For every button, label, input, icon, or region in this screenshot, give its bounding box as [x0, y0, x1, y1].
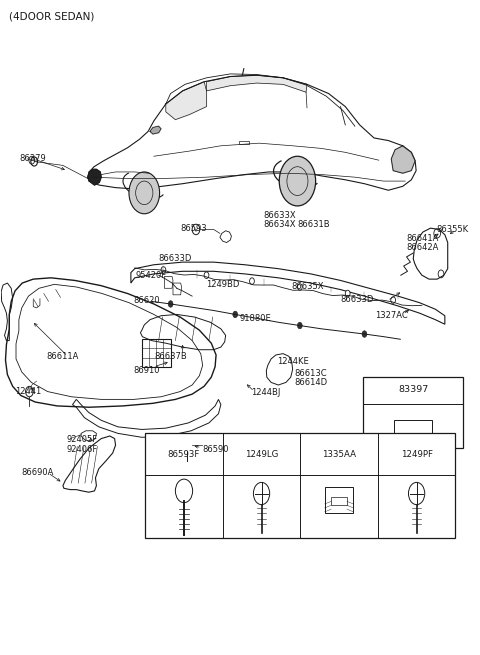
Text: 12441: 12441 [15, 387, 41, 396]
Polygon shape [150, 126, 161, 134]
Text: 95420F: 95420F [136, 271, 167, 280]
Text: 1249BD: 1249BD [206, 280, 240, 289]
Text: 86690A: 86690A [22, 468, 54, 477]
Text: 86633X: 86633X [263, 210, 296, 219]
Bar [331, 497, 347, 505]
Text: 86635X: 86635X [292, 282, 324, 291]
Bar [395, 420, 432, 438]
Text: 86633D: 86633D [340, 295, 374, 304]
Text: 86631B: 86631B [298, 219, 330, 229]
Text: 86910: 86910 [134, 366, 160, 375]
Circle shape [362, 331, 367, 337]
Text: 86593F: 86593F [168, 450, 200, 458]
Text: 86593: 86593 [180, 223, 207, 233]
Text: 86379: 86379 [20, 155, 47, 163]
Bar [324, 487, 353, 513]
Circle shape [168, 301, 173, 307]
Text: 1244BJ: 1244BJ [252, 388, 281, 398]
Polygon shape [391, 146, 415, 174]
Circle shape [233, 311, 238, 318]
Text: 91880E: 91880E [240, 314, 272, 323]
Circle shape [204, 272, 209, 278]
Text: 86620: 86620 [134, 295, 160, 305]
Polygon shape [206, 75, 307, 92]
Text: 86614D: 86614D [295, 378, 328, 387]
Text: 86590: 86590 [203, 445, 229, 453]
Bar [142, 339, 170, 367]
Text: (4DOOR SEDAN): (4DOOR SEDAN) [9, 11, 95, 21]
Text: 86634X: 86634X [263, 219, 296, 229]
Text: 86633D: 86633D [158, 254, 192, 263]
Circle shape [345, 290, 350, 297]
Circle shape [250, 278, 254, 284]
Text: 86613C: 86613C [295, 369, 327, 378]
Text: 92405F: 92405F [67, 436, 98, 445]
Circle shape [391, 297, 396, 303]
Circle shape [298, 322, 302, 329]
Text: 1244KE: 1244KE [277, 357, 309, 366]
Text: 1249PF: 1249PF [401, 450, 432, 458]
Circle shape [279, 157, 316, 206]
Text: 86355K: 86355K [436, 225, 468, 234]
Text: 83397: 83397 [398, 385, 428, 394]
Polygon shape [88, 170, 101, 185]
Text: 1327AC: 1327AC [375, 311, 408, 320]
Text: 92406F: 92406F [67, 445, 98, 453]
Bar [145, 434, 456, 538]
Text: 86611A: 86611A [46, 352, 79, 361]
Bar [363, 377, 463, 448]
Text: 86642A: 86642A [407, 243, 439, 252]
Bar [239, 141, 249, 145]
Text: 86637B: 86637B [155, 352, 188, 361]
Circle shape [161, 267, 166, 273]
Text: 86641A: 86641A [407, 234, 439, 243]
Circle shape [129, 172, 159, 214]
Text: 1335AA: 1335AA [322, 450, 356, 458]
Circle shape [298, 284, 302, 290]
Text: 1249LG: 1249LG [245, 450, 278, 458]
Polygon shape [166, 82, 206, 120]
